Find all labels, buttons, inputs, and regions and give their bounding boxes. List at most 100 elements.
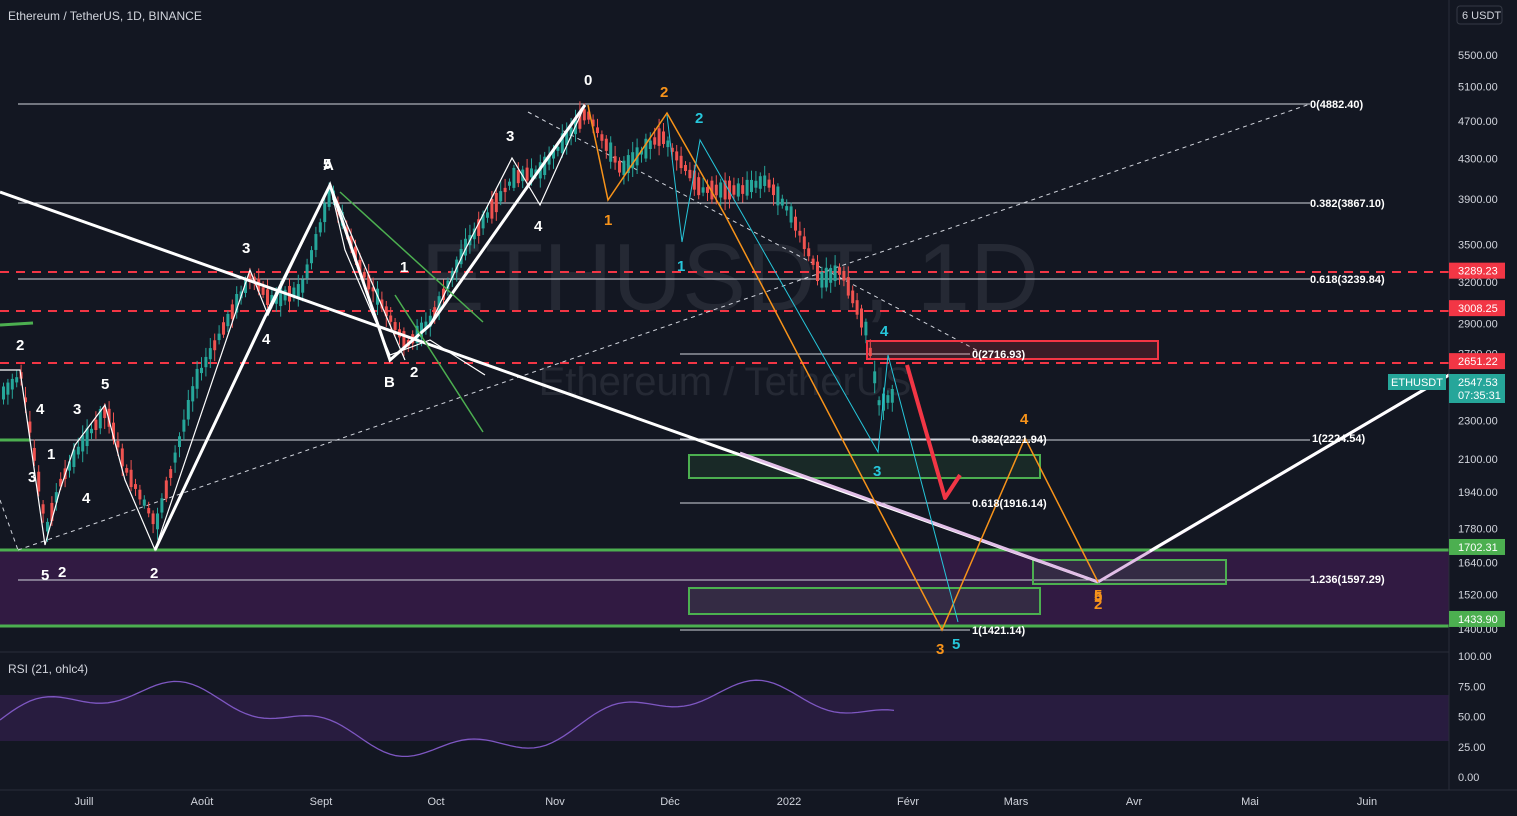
watermark-description: Ethereum / TetherUS [539,360,912,404]
candle-body [389,315,393,322]
candle-body [745,179,749,196]
wave-label: 1 [47,446,55,463]
candle-body [701,187,705,193]
candle-body [283,289,287,301]
price-tick: 1400.00 [1458,624,1498,636]
candle-body [380,299,384,309]
candle-body [446,280,450,290]
price-tick: 1520.00 [1458,590,1498,602]
price-badge: 1433.90 [1458,614,1498,626]
candle-body [750,179,753,193]
time-tick: Sept [310,796,333,808]
candle-body [582,109,586,121]
unit-button[interactable] [1456,5,1503,25]
candle-body [692,170,696,190]
candle-body [873,371,877,384]
time-tick: Avr [1126,796,1143,808]
candle-body [186,399,190,420]
candle-body [420,322,423,338]
candle-body [318,222,322,233]
candle-body [459,248,463,265]
candle-body [508,181,511,186]
fib-label: 1(2224.54) [1312,433,1366,445]
candle-body [266,289,269,306]
price-badge: 3289.23 [1458,266,1498,278]
candle-body [697,177,701,196]
price-badge-bg [1449,262,1505,279]
candle-body [195,368,199,389]
price-tick: 1780.00 [1458,523,1498,535]
candle-body [772,184,775,196]
candle-body [785,206,789,211]
candle-body [481,214,485,229]
candle-body [763,175,767,186]
last-price-value: 2547.53 [1458,377,1498,389]
candle-body [50,502,54,522]
candle-body [741,185,745,194]
candle-body [516,170,520,184]
candle-body [868,347,872,356]
support-lines [0,321,1449,628]
candle-body [754,180,758,188]
time-axis[interactable]: Juill Août Sept Oct Nov Déc 2022 Févr Mars Avr Mai… [75,796,1378,808]
candle-body [120,448,124,467]
candle-body [59,478,63,487]
candle-body [226,313,230,327]
candle-body [618,160,621,173]
candle-body [142,499,146,506]
candle-body [261,287,265,295]
candle-body [732,185,736,195]
candle-body [384,306,388,317]
candle-body [604,138,608,151]
candle-body [855,300,859,315]
orange-waves [587,104,1099,632]
candle-body [134,484,137,489]
candle-body [833,265,837,281]
candle-body [657,128,661,146]
candle-body [90,428,93,434]
candle-body [160,498,164,513]
wave-label: 2 [410,364,418,381]
candle-body [37,471,41,492]
rsi-tick: 0.00 [1458,772,1479,784]
fib-label: 1(1421.14) [972,625,1026,637]
candle-body [327,189,331,207]
wave-label: 2 [695,110,703,127]
candle-body [653,137,657,145]
fib-label: 0.382(3867.10) [1310,198,1385,210]
candle-body [24,397,27,403]
candle-body [178,436,181,447]
candle-body [767,179,771,188]
price-badges: 3289.23 3008.25 2651.22 1702.31 1433.90 [1449,262,1505,627]
wave-label: 4 [880,323,889,340]
candle-body [829,268,833,283]
candle-body [15,377,19,383]
candle-body [547,155,551,165]
candle-body [626,155,630,174]
candle-body [578,112,582,129]
demand-box-1 [688,454,1041,479]
candle-body [292,287,296,298]
candle-body [442,288,445,300]
candle-body [613,156,617,163]
wave-label: 5 [323,156,331,173]
wave-label: 0 [584,72,592,89]
candle-body [310,250,313,264]
candle-body [103,406,107,419]
rsi-tick: 50.00 [1458,712,1486,724]
candle-body [552,150,555,159]
wave-label: 1 [677,258,685,275]
candle-body [706,187,709,193]
candle-body [490,198,494,219]
candle-body [156,513,159,530]
candle-body [10,378,14,390]
candle-body [587,111,591,120]
white-waves [0,104,587,552]
resistance-lines [0,271,1449,364]
candle-body [230,304,234,319]
candle-body [81,435,85,452]
candle-body [138,489,142,500]
candle-body [569,127,573,137]
candle-body [794,216,797,231]
